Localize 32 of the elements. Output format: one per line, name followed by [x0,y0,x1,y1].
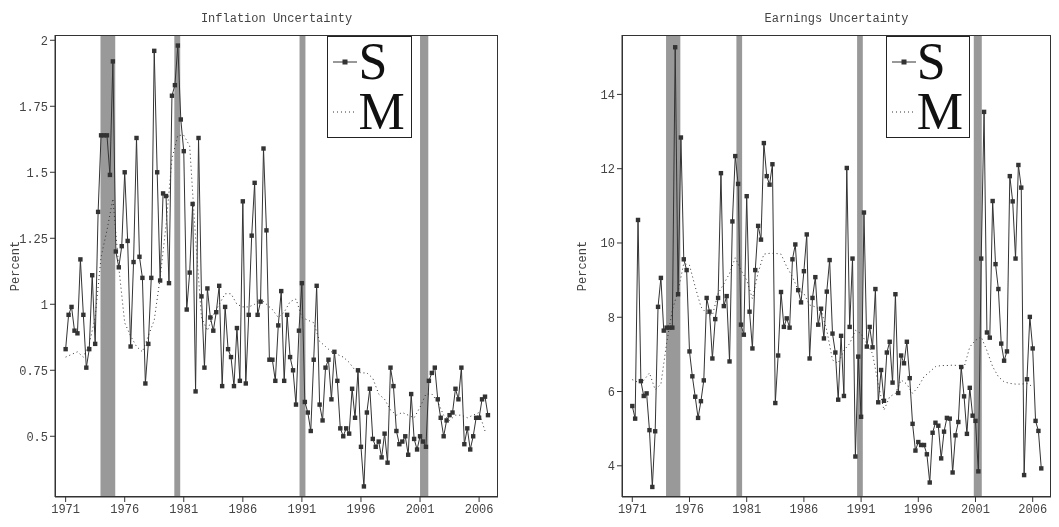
x-tick-label: 1991 [846,502,876,517]
x-tick-label: 1981 [169,502,199,517]
x-tick-label: 2006 [464,502,494,517]
x-tick-label: 1976 [110,502,140,517]
y-tick-label: 1.5 [26,166,48,181]
chart-title: Inflation Uncertainty [199,12,354,26]
x-tick-label: 1996 [346,502,376,517]
y-axis-title: Percent [576,240,591,292]
x-tick-label: 1991 [287,502,317,517]
x-tick-label: 1986 [228,502,258,517]
y-tick-label: 6 [607,385,615,400]
y-tick-label: 10 [600,237,615,252]
x-tick-label: 1976 [675,502,704,517]
x-tick-label: 2001 [961,502,990,517]
x-tick-label: 1971 [617,502,647,517]
x-tick-label: 1986 [789,502,819,517]
x-tick-label: 1996 [903,502,933,517]
x-tick-label: 1971 [51,502,81,517]
y-tick-label: 1.75 [19,100,48,115]
y-tick-label: 14 [600,88,615,103]
x-tick-label: 2001 [405,502,435,517]
y-tick-label: 12 [600,162,615,177]
y-tick-label: 0.75 [19,364,48,379]
chart-title: Earnings Uncertainty [763,12,910,26]
x-tick-label: 2006 [1018,502,1048,517]
y-tick-label: 2 [40,34,48,49]
y-tick-label: 1.25 [19,232,48,247]
x-tick-label: 1981 [732,502,762,517]
y-tick-label: 0.5 [26,430,48,445]
y-tick-label: 1 [40,298,48,313]
y-tick-label: 8 [607,311,615,326]
y-tick-label: 4 [607,460,615,475]
